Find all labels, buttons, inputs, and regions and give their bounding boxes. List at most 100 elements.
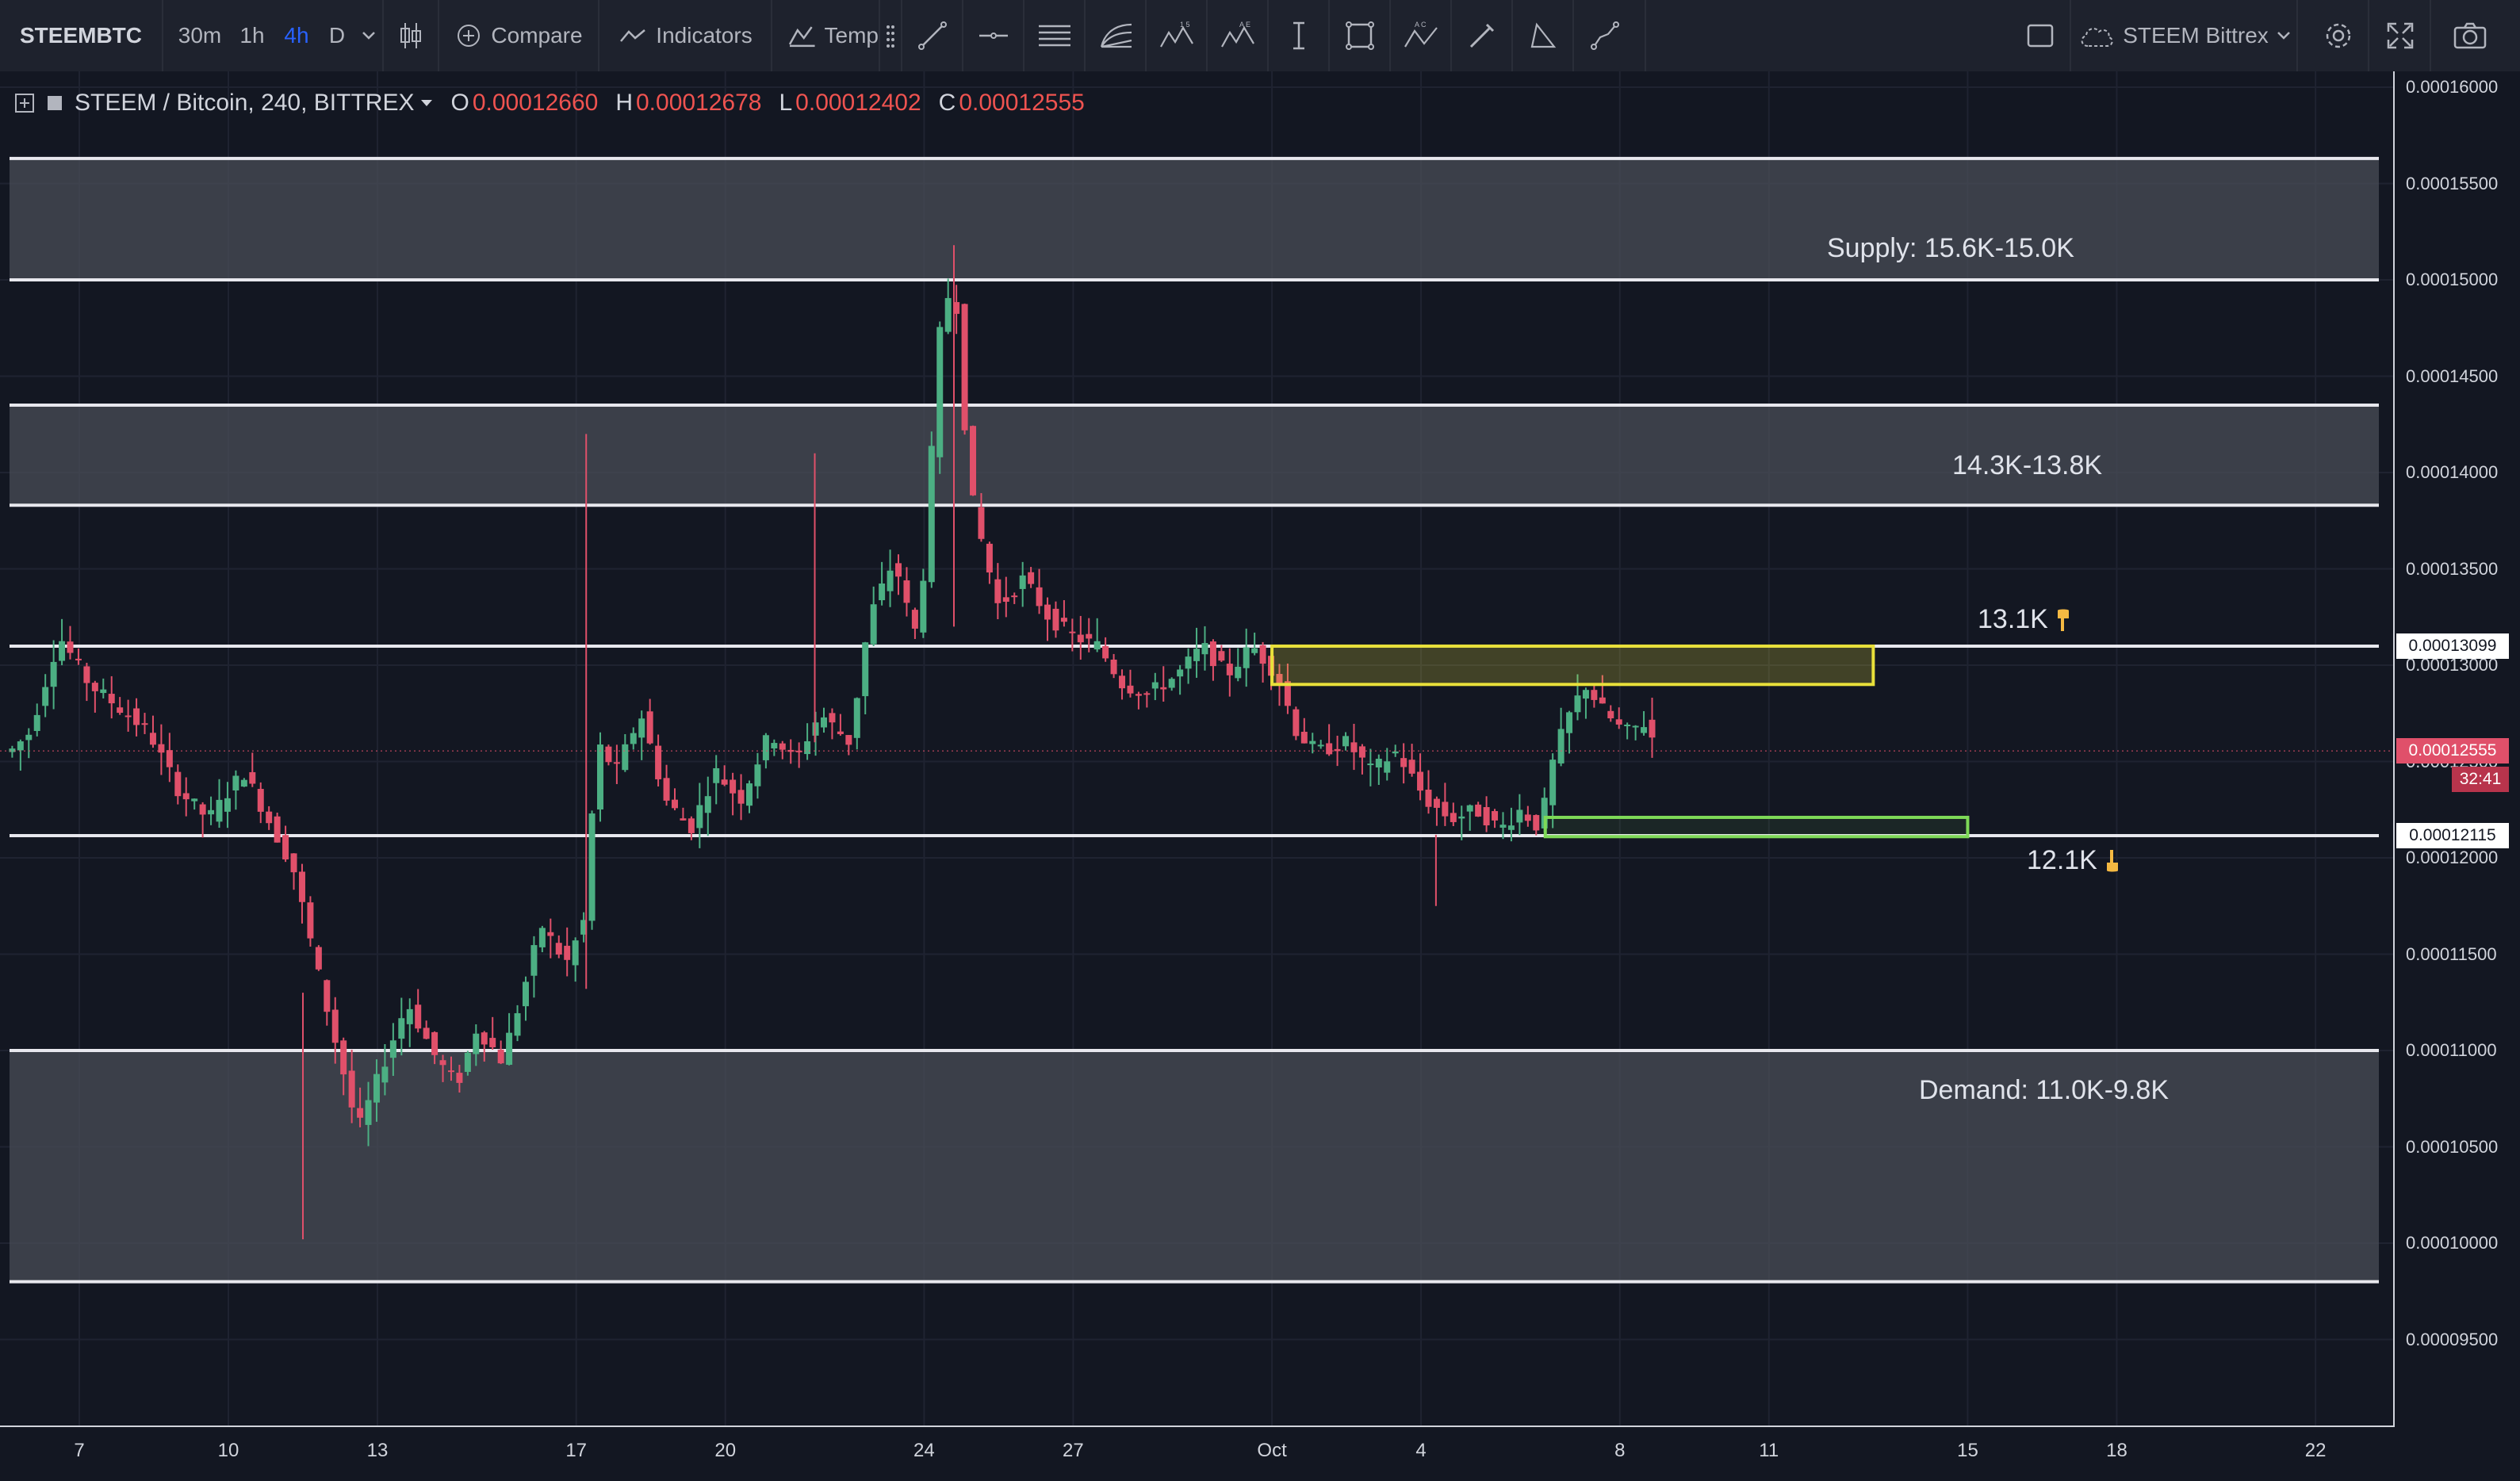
yellow-box-drawing[interactable]	[1270, 644, 1875, 687]
candle-body	[746, 783, 753, 806]
trend-line-tool[interactable]	[902, 0, 963, 71]
layout-square-button[interactable]	[2011, 0, 2071, 71]
candle-body	[1442, 802, 1449, 817]
indicators-button[interactable]: Indicators	[601, 0, 772, 71]
triangle-icon	[1530, 22, 1556, 48]
candle-body	[812, 722, 819, 736]
time-axis[interactable]: 7 10 13 17 20 24 27 Oct 4 8 11 15 18 22	[0, 1426, 2393, 1481]
elliott-wave-tool[interactable]: A E	[1208, 0, 1269, 71]
resistance-price-badge: 0.00013099	[2396, 633, 2509, 659]
candle-body	[1209, 641, 1216, 667]
candle-body	[771, 743, 778, 748]
candle-body	[166, 750, 173, 767]
candle-body	[1358, 746, 1365, 758]
text-tool[interactable]	[1269, 0, 1330, 71]
legend-title[interactable]: STEEM / Bitcoin, 240, BITTREX	[75, 90, 415, 116]
candle-body	[431, 1031, 439, 1055]
candle-body	[506, 1032, 513, 1066]
trend-line-icon	[917, 21, 947, 50]
pointing-down-hand-icon	[2057, 609, 2069, 631]
chart-canvas[interactable]	[0, 71, 2393, 1426]
candle-body	[348, 1070, 355, 1108]
candle-body	[795, 750, 802, 752]
candle-body	[1160, 687, 1167, 690]
resistance-label-group: 13.1K	[1978, 604, 2075, 635]
candle-body	[257, 789, 264, 812]
candle-body	[240, 779, 247, 787]
candle-body	[687, 818, 695, 833]
triangle-tool[interactable]	[1513, 0, 1574, 71]
candle-body	[133, 708, 140, 725]
templates-button[interactable]: Temp	[774, 0, 879, 71]
candle-body	[307, 902, 314, 939]
candle-body	[1591, 690, 1598, 700]
time-tick-label: 15	[1957, 1440, 1978, 1461]
candle-body	[1135, 694, 1142, 696]
drawing-toolbar-drag-handle[interactable]	[880, 0, 902, 71]
snapshot-button[interactable]	[2439, 0, 2501, 71]
candle-body	[25, 734, 33, 740]
interval-30m-button[interactable]: 30m	[170, 0, 230, 71]
fib-fan-icon	[1100, 23, 1132, 48]
candle-body	[1019, 575, 1026, 589]
candle-body	[530, 945, 538, 976]
candle-body	[1036, 587, 1043, 607]
layout-save-button[interactable]: STEEM Bittrex	[2073, 0, 2298, 71]
candle-body	[1582, 690, 1589, 699]
candle-body	[1093, 641, 1101, 650]
horizontal-ray-tool[interactable]	[963, 0, 1024, 71]
rectangle-tool[interactable]	[1330, 0, 1391, 71]
candle-body	[986, 543, 993, 573]
candle-body	[216, 799, 223, 822]
pitchfork-tool[interactable]	[1024, 0, 1086, 71]
settings-button[interactable]	[2309, 0, 2369, 71]
candle-body	[1649, 719, 1656, 738]
symbol-search-button[interactable]: STEEMBTC	[0, 0, 163, 71]
interval-1h-button[interactable]: 1h	[230, 0, 274, 71]
brush-tool[interactable]	[1452, 0, 1513, 71]
compare-button[interactable]: Compare	[441, 0, 599, 71]
candle-body	[1475, 804, 1482, 817]
expand-legend-icon[interactable]	[14, 93, 35, 113]
xabcd-pattern-tool[interactable]: 1 5	[1147, 0, 1208, 71]
candle-body	[1143, 693, 1151, 695]
fib-fan-tool[interactable]	[1086, 0, 1147, 71]
candle-body	[1052, 608, 1059, 631]
candle-body	[365, 1100, 372, 1125]
interval-dropdown-button[interactable]	[355, 0, 384, 71]
symbol-square-icon	[48, 96, 62, 110]
abcd-pattern-tool[interactable]: A C	[1391, 0, 1452, 71]
candle-body	[837, 731, 844, 734]
time-tick-label: 17	[565, 1440, 588, 1461]
caret-down-icon[interactable]	[420, 98, 433, 108]
candle-body	[1226, 664, 1233, 675]
gear-icon	[2326, 23, 2351, 48]
candle-body	[970, 426, 977, 496]
drag-dots-icon	[887, 25, 894, 48]
svg-text:1 5: 1 5	[1180, 21, 1190, 29]
candle-body	[646, 711, 653, 744]
chart-type-button[interactable]	[384, 0, 439, 71]
interval-4h-button[interactable]: 4h	[274, 0, 319, 71]
candle-body	[1243, 647, 1250, 668]
camera-icon	[2453, 22, 2487, 49]
candle-body	[1499, 825, 1507, 828]
price-tick-label: 0.00013500	[2406, 558, 2499, 579]
price-axis[interactable]: 0.00016000 0.00015500 0.00015000 0.00014500…	[2393, 71, 2520, 1427]
candle-body	[1566, 712, 1573, 733]
candle-body	[1028, 572, 1035, 584]
pattern-icon: 1 5	[1159, 21, 1193, 48]
candle-body	[117, 707, 124, 714]
supply-zone-label: Supply: 15.6K-15.0K	[1827, 233, 2074, 263]
candle-body	[1044, 604, 1051, 620]
measure-tool[interactable]	[1574, 0, 1635, 71]
candle-body	[266, 811, 273, 824]
price-zone	[10, 158, 2379, 280]
green-box-drawing[interactable]	[1543, 815, 1970, 839]
cloud-icon	[2081, 28, 2113, 47]
candle-body	[1110, 659, 1117, 675]
price-tick-label: 0.00016000	[2406, 77, 2499, 97]
fullscreen-button[interactable]	[2371, 0, 2431, 71]
interval-d-button[interactable]: D	[319, 0, 355, 71]
support-label-group: 12.1K	[2027, 845, 2124, 876]
